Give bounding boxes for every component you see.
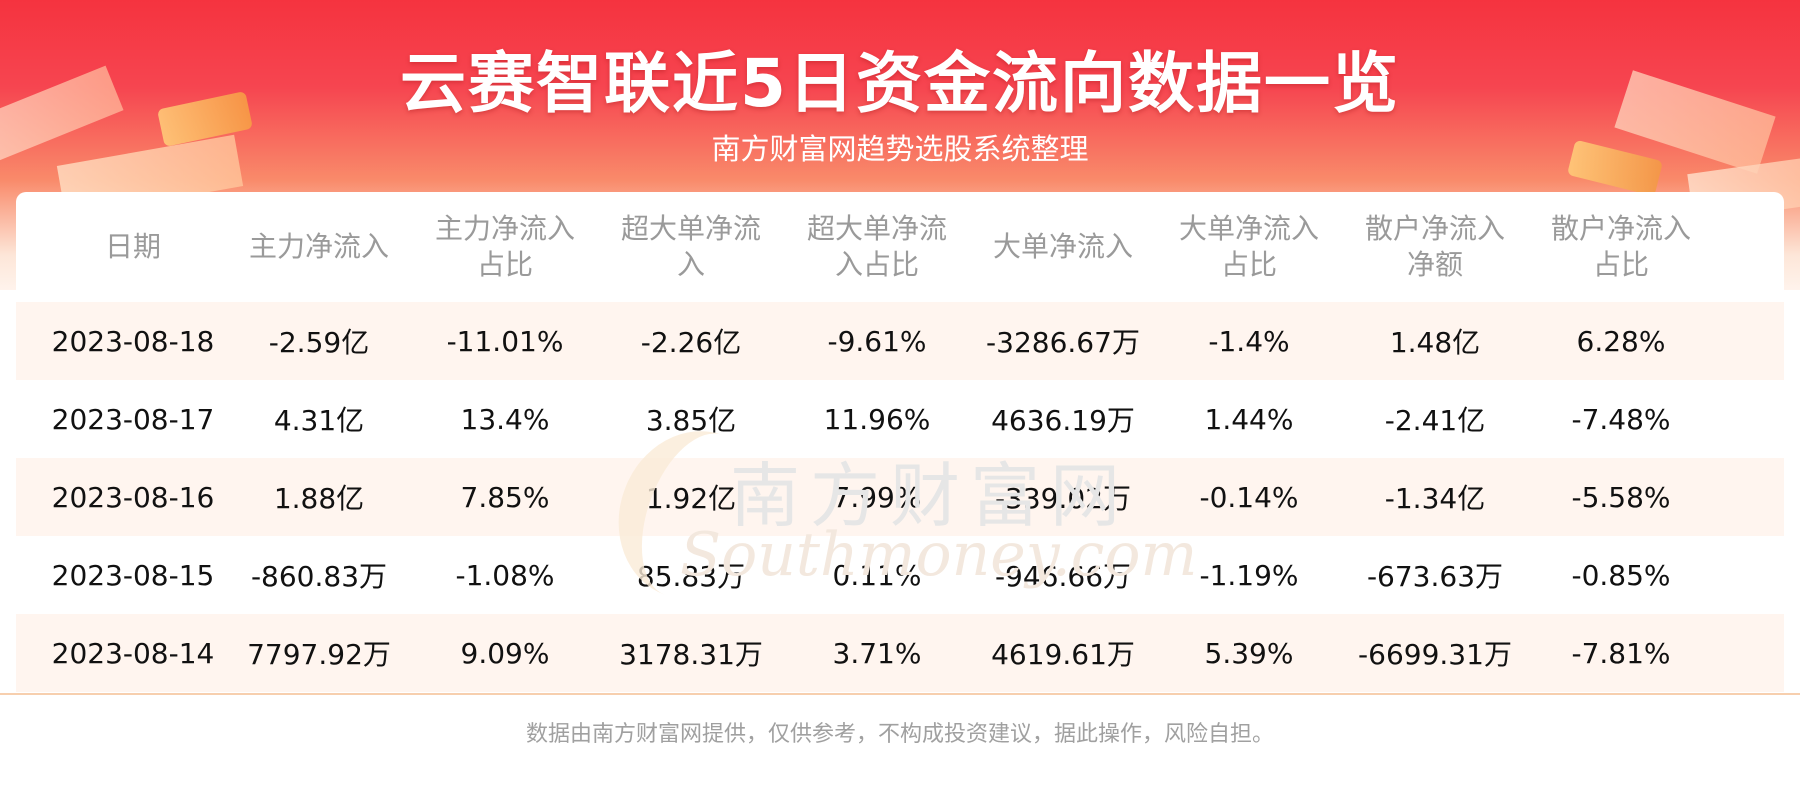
cell-main-ratio: -1.08% (455, 558, 555, 592)
cell-large-ratio: -1.19% (1199, 558, 1299, 592)
footer-divider (0, 693, 1800, 695)
column-header-large-inflow: 大单净流入 (992, 230, 1133, 263)
cell-large-ratio: 5.39% (1204, 636, 1294, 670)
cell-main-inflow: 7797.92万 (247, 638, 391, 671)
cell-xl-inflow: 3178.31万 (619, 638, 763, 671)
cell-main-inflow: -860.83万 (250, 560, 388, 593)
cell-retail-ratio: -7.48% (1571, 402, 1671, 436)
cell-retail-inflow: -2.41亿 (1384, 404, 1486, 437)
table-row: 2023-08-15 -860.83万 -1.08% 85.83万 0.11% … (16, 536, 1784, 614)
data-table-card: 日期 主力净流入 主力净流入占比 超大单净流入 超大单净流入占比 大单净流入 大… (16, 192, 1784, 692)
cell-main-ratio: 13.4% (460, 402, 550, 436)
cell-xl-inflow: -2.26亿 (640, 326, 742, 359)
table-header-row: 日期 主力净流入 主力净流入占比 超大单净流入 超大单净流入占比 大单净流入 大… (16, 192, 1784, 302)
cell-xl-ratio: 11.96% (823, 402, 931, 436)
cell-retail-ratio: -0.85% (1571, 558, 1671, 592)
cell-date: 2023-08-18 (51, 324, 215, 358)
cell-large-inflow: 4636.19万 (991, 404, 1135, 437)
cell-main-inflow: 4.31亿 (273, 404, 365, 437)
cell-large-ratio: -0.14% (1199, 480, 1299, 514)
cell-retail-inflow: -673.63万 (1366, 560, 1504, 593)
cell-xl-ratio: -9.61% (827, 324, 927, 358)
cell-retail-inflow: -1.34亿 (1384, 482, 1486, 515)
column-header-xl-inflow: 超大单净流入 (620, 212, 761, 281)
cell-large-inflow: 4619.61万 (991, 638, 1135, 671)
cell-xl-ratio: 7.99% (832, 480, 922, 514)
cell-retail-ratio: -7.81% (1571, 636, 1671, 670)
cell-main-ratio: -11.01% (446, 324, 564, 358)
cell-date: 2023-08-14 (51, 636, 215, 670)
cell-xl-inflow: 85.83万 (636, 560, 746, 593)
cell-retail-inflow: 1.48亿 (1389, 326, 1481, 359)
cell-main-inflow: 1.88亿 (273, 482, 365, 515)
column-header-retail-ratio: 散户净流入占比 (1550, 212, 1691, 281)
table-row: 2023-08-16 1.88亿 7.85% 1.92亿 7.99% -339.… (16, 458, 1784, 536)
table-row: 2023-08-14 7797.92万 9.09% 3178.31万 3.71%… (16, 614, 1784, 692)
page-subtitle: 南方财富网趋势选股系统整理 (711, 132, 1089, 166)
column-header-main-ratio: 主力净流入占比 (434, 212, 575, 281)
cell-xl-inflow: 3.85亿 (645, 404, 737, 437)
column-header-main-inflow: 主力净流入 (248, 230, 389, 263)
cell-large-inflow: -339.02万 (994, 482, 1132, 515)
cell-xl-ratio: 0.11% (832, 558, 922, 592)
cell-date: 2023-08-15 (51, 558, 215, 592)
cell-xl-inflow: 1.92亿 (645, 482, 737, 515)
footer-disclaimer: 数据由南方财富网提供，仅供参考，不构成投资建议，据此操作，风险自担。 (525, 722, 1274, 747)
column-header-xl-ratio: 超大单净流入占比 (806, 212, 947, 281)
cell-main-ratio: 7.85% (460, 480, 550, 514)
page-title: 云赛智联近5日资金流向数据一览 (400, 45, 1400, 122)
cell-large-inflow: -3286.67万 (986, 326, 1140, 359)
cell-large-inflow: -946.66万 (994, 560, 1132, 593)
table-row: 2023-08-18 -2.59亿 -11.01% -2.26亿 -9.61% … (16, 302, 1784, 380)
cell-retail-ratio: -5.58% (1571, 480, 1671, 514)
column-header-retail-inflow: 散户净流入净额 (1364, 212, 1505, 281)
column-header-date: 日期 (104, 230, 161, 263)
cell-date: 2023-08-16 (51, 480, 215, 514)
cell-large-ratio: -1.4% (1208, 324, 1290, 358)
column-header-large-ratio: 大单净流入占比 (1178, 212, 1319, 281)
cell-main-inflow: -2.59亿 (268, 326, 370, 359)
cell-large-ratio: 1.44% (1204, 402, 1294, 436)
table-row: 2023-08-17 4.31亿 13.4% 3.85亿 11.96% 4636… (16, 380, 1784, 458)
cell-xl-ratio: 3.71% (832, 636, 922, 670)
cell-date: 2023-08-17 (51, 402, 215, 436)
cell-retail-inflow: -6699.31万 (1358, 638, 1512, 671)
cell-main-ratio: 9.09% (460, 636, 550, 670)
cell-retail-ratio: 6.28% (1576, 324, 1666, 358)
